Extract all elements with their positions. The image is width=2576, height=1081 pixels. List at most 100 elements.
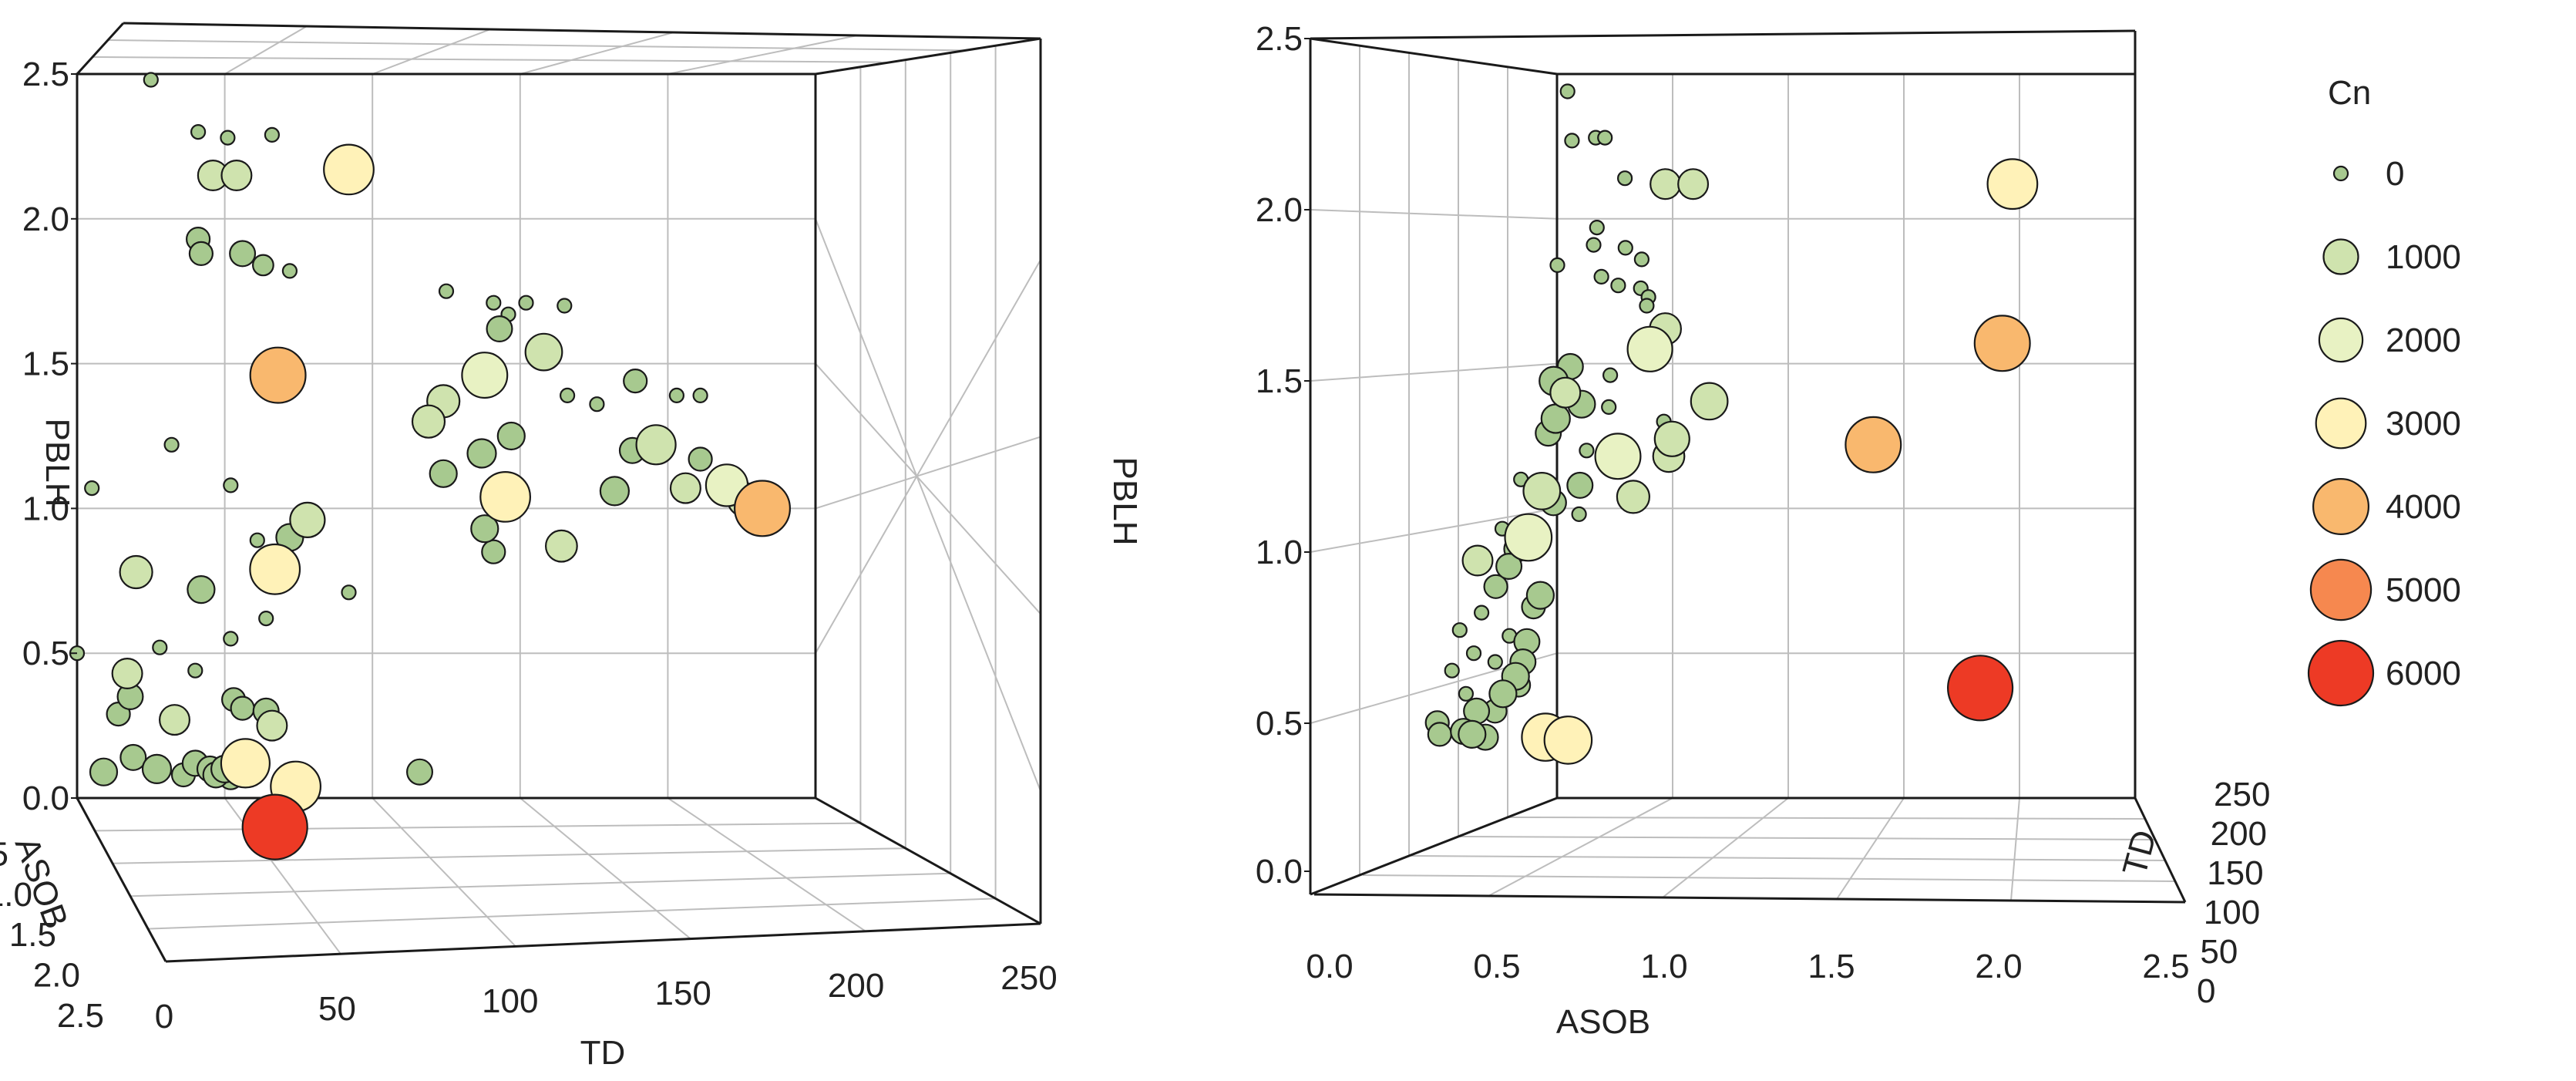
legend-swatch — [2309, 558, 2373, 621]
right-data-point — [1549, 376, 1582, 409]
left-back-wall — [76, 72, 817, 800]
legend-entry-label: 2000 — [2386, 322, 2461, 359]
left-floor-grid — [520, 797, 691, 940]
right-frame-edge — [1310, 29, 2136, 40]
right-data-point — [1586, 237, 1602, 253]
left-data-point — [84, 480, 100, 497]
left-data-point — [599, 476, 631, 507]
right-ticks: 0.00.51.01.52.02.50.0 0.5 1.0 1.5 2.0 2.50501… — [1256, 20, 2271, 1010]
right-data-point — [1947, 655, 2014, 722]
left-data-point — [668, 387, 685, 404]
right-data-point — [1633, 251, 1650, 268]
legend-entry-label: 3000 — [2386, 405, 2461, 443]
legend-swatch — [2322, 238, 2359, 275]
right-data-point — [1495, 552, 1523, 580]
left-y-tick-label: 2.0 — [22, 200, 69, 238]
right-z-tick-label: 100 — [2204, 894, 2260, 931]
right-y-tick-label: 1.0 — [1256, 534, 1303, 571]
left-x-tick-label: 50 — [318, 990, 356, 1028]
left-top-grid — [92, 56, 891, 63]
left-data-point — [405, 758, 433, 786]
right-floor-grid — [1508, 817, 2146, 820]
right-z-tick-label: 250 — [2214, 776, 2270, 813]
left-x-tick-label: 250 — [1000, 959, 1057, 997]
right-back-wall — [1555, 72, 2137, 800]
right-data-point — [1626, 325, 1673, 372]
legend-swatch — [2307, 639, 2375, 707]
left-x-axis-label: TD — [580, 1034, 626, 1072]
left-data-point — [733, 480, 791, 537]
right-floor-grid — [1662, 797, 1789, 898]
left-data-point — [323, 143, 375, 196]
right-data-point — [1559, 83, 1576, 99]
left-top-grid — [107, 39, 966, 52]
left-data-point — [692, 387, 708, 404]
left-y-axis-label: PBLH — [39, 419, 76, 507]
right-data-point — [1458, 719, 1487, 749]
right-lwall-grid — [1310, 209, 1558, 220]
left-z-tick-label: 1.0 — [0, 876, 32, 914]
left-data-point — [688, 446, 713, 472]
left-floor-grid — [372, 797, 516, 948]
right-data-point — [1973, 315, 2031, 372]
right-data-point — [1451, 622, 1468, 638]
right-x-tick-label: 2.0 — [1975, 948, 2022, 985]
right-x-tick-label: 1.0 — [1640, 948, 1687, 985]
left-data-point — [143, 72, 159, 88]
left-data-point — [545, 529, 578, 563]
right-y-tick-label: 0.5 — [1256, 705, 1303, 743]
legend-swatch — [2315, 397, 2367, 450]
left-y-tick-label: 0.0 — [22, 780, 69, 817]
left-data-point — [249, 346, 307, 404]
right-data-point — [1525, 581, 1555, 610]
left-z-tick-label: 1.5 — [9, 916, 56, 954]
right-data-point — [1571, 506, 1587, 523]
left-x-tick-label: 150 — [654, 975, 711, 1012]
right-floor-grid — [1362, 874, 2176, 882]
left-top-grid — [520, 32, 674, 75]
left-grid — [77, 25, 1041, 955]
left-data-point — [220, 738, 271, 789]
right-data-point — [1487, 654, 1503, 670]
right-floor-grid — [2010, 797, 2020, 901]
left-data-point — [187, 662, 203, 679]
left-data-point — [89, 757, 119, 786]
left-top-grid — [224, 25, 308, 75]
right-data-point — [1543, 716, 1593, 765]
right-floor-grid — [1488, 797, 1673, 897]
left-x-tick-label: 0 — [155, 998, 173, 1036]
right-x-tick-label: 0.0 — [1306, 948, 1353, 985]
left-data-point — [524, 332, 563, 372]
right-data-point — [1522, 472, 1562, 510]
right-data-point — [1617, 240, 1633, 256]
left-data-point — [438, 283, 455, 299]
left-data-point — [220, 130, 236, 146]
left-floor-grid — [112, 847, 906, 864]
left-data-point — [470, 514, 499, 544]
legend-items: 0 1000 2000 3000 4000 5000 6000 — [2307, 155, 2461, 707]
legend-entry-label: 1000 — [2386, 238, 2461, 276]
left-data-point — [258, 610, 274, 627]
left-rwall-grid — [815, 259, 1041, 654]
right-z-tick-label: 200 — [2211, 815, 2267, 853]
left-y-tick-label: 1.0 — [22, 490, 69, 527]
left-data-point — [111, 657, 143, 689]
right-x-tick-label: 1.5 — [1808, 948, 1855, 985]
right-frame-edge — [2134, 797, 2187, 903]
right-data-point — [1601, 399, 1617, 416]
left-floor-grid — [129, 872, 951, 897]
left-data-point — [241, 793, 308, 860]
right-floor-grid — [1411, 855, 2166, 861]
right-data-point — [1549, 257, 1565, 273]
legend-title: Cn — [2328, 74, 2371, 112]
left-data-point — [152, 639, 168, 655]
right-frame-edge — [1313, 893, 2186, 904]
right-data-point — [1427, 722, 1452, 747]
left-data-point — [557, 298, 573, 314]
right-frame-edge — [1310, 37, 1558, 76]
left-y-tick-label: 1.5 — [22, 345, 69, 383]
left-y-tick-label: 2.5 — [22, 56, 69, 93]
right-data-point — [1461, 544, 1494, 577]
right-data-point — [1593, 268, 1609, 285]
